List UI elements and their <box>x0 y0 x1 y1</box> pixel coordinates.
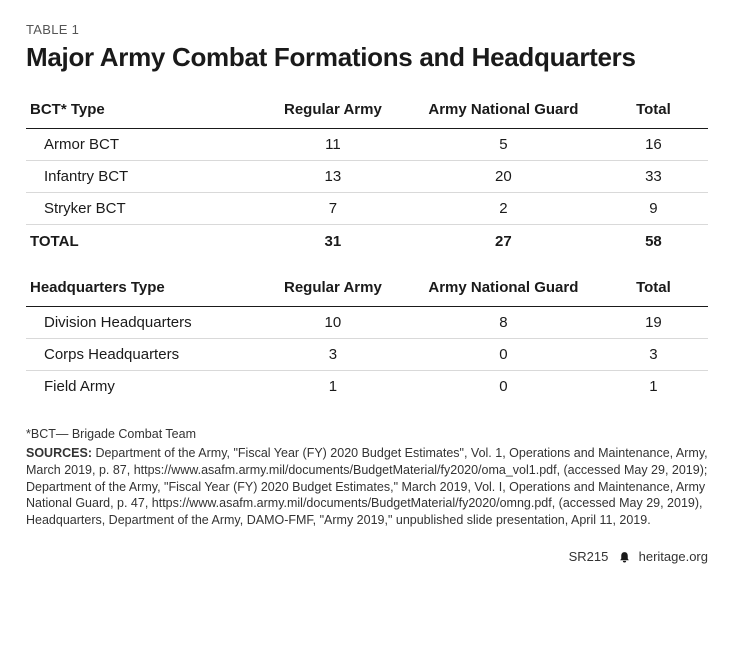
table-label: TABLE 1 <box>26 22 708 37</box>
bct-header-type: BCT* Type <box>26 93 258 129</box>
page-title: Major Army Combat Formations and Headqua… <box>26 43 708 73</box>
cell: 5 <box>408 128 599 160</box>
bct-table-block: BCT* Type Regular Army Army National Gua… <box>26 93 708 257</box>
cell: 1 <box>258 370 408 402</box>
total-cell: 27 <box>408 224 599 257</box>
hq-table: Headquarters Type Regular Army Army Nati… <box>26 271 708 402</box>
cell: 3 <box>258 338 408 370</box>
cell: 16 <box>599 128 708 160</box>
cell: 0 <box>408 370 599 402</box>
footer-site: heritage.org <box>639 549 708 564</box>
footer: SR215 heritage.org <box>26 549 708 566</box>
table-row: Corps Headquarters 3 0 3 <box>26 338 708 370</box>
bct-total-row: TOTAL 31 27 58 <box>26 224 708 257</box>
cell: 3 <box>599 338 708 370</box>
cell: Corps Headquarters <box>26 338 258 370</box>
bct-table: BCT* Type Regular Army Army National Gua… <box>26 93 708 257</box>
cell: 11 <box>258 128 408 160</box>
cell: Division Headquarters <box>26 306 258 338</box>
footer-code: SR215 <box>569 549 609 564</box>
cell: 13 <box>258 160 408 192</box>
cell: Armor BCT <box>26 128 258 160</box>
bct-header-regular: Regular Army <box>258 93 408 129</box>
hq-header-row: Headquarters Type Regular Army Army Nati… <box>26 271 708 307</box>
cell: Infantry BCT <box>26 160 258 192</box>
sources-label: SOURCES: <box>26 446 92 460</box>
bell-icon <box>618 550 631 566</box>
hq-header-type: Headquarters Type <box>26 271 258 307</box>
cell: 33 <box>599 160 708 192</box>
total-cell: 58 <box>599 224 708 257</box>
cell: 1 <box>599 370 708 402</box>
table-row: Infantry BCT 13 20 33 <box>26 160 708 192</box>
cell: 9 <box>599 192 708 224</box>
footnote: *BCT— Brigade Combat Team <box>26 426 708 443</box>
hq-header-guard: Army National Guard <box>408 271 599 307</box>
table-row: Stryker BCT 7 2 9 <box>26 192 708 224</box>
bct-header-row: BCT* Type Regular Army Army National Gua… <box>26 93 708 129</box>
sources-text: Department of the Army, "Fiscal Year (FY… <box>26 446 708 528</box>
cell: 19 <box>599 306 708 338</box>
cell: 10 <box>258 306 408 338</box>
hq-header-total: Total <box>599 271 708 307</box>
bct-header-total: Total <box>599 93 708 129</box>
total-label: TOTAL <box>26 224 258 257</box>
table-row: Armor BCT 11 5 16 <box>26 128 708 160</box>
cell: 7 <box>258 192 408 224</box>
cell: 0 <box>408 338 599 370</box>
total-cell: 31 <box>258 224 408 257</box>
bct-header-guard: Army National Guard <box>408 93 599 129</box>
sources: SOURCES: Department of the Army, "Fiscal… <box>26 445 708 529</box>
cell: Field Army <box>26 370 258 402</box>
table-row: Division Headquarters 10 8 19 <box>26 306 708 338</box>
cell: 20 <box>408 160 599 192</box>
cell: Stryker BCT <box>26 192 258 224</box>
cell: 8 <box>408 306 599 338</box>
hq-header-regular: Regular Army <box>258 271 408 307</box>
hq-table-block: Headquarters Type Regular Army Army Nati… <box>26 271 708 402</box>
cell: 2 <box>408 192 599 224</box>
table-row: Field Army 1 0 1 <box>26 370 708 402</box>
